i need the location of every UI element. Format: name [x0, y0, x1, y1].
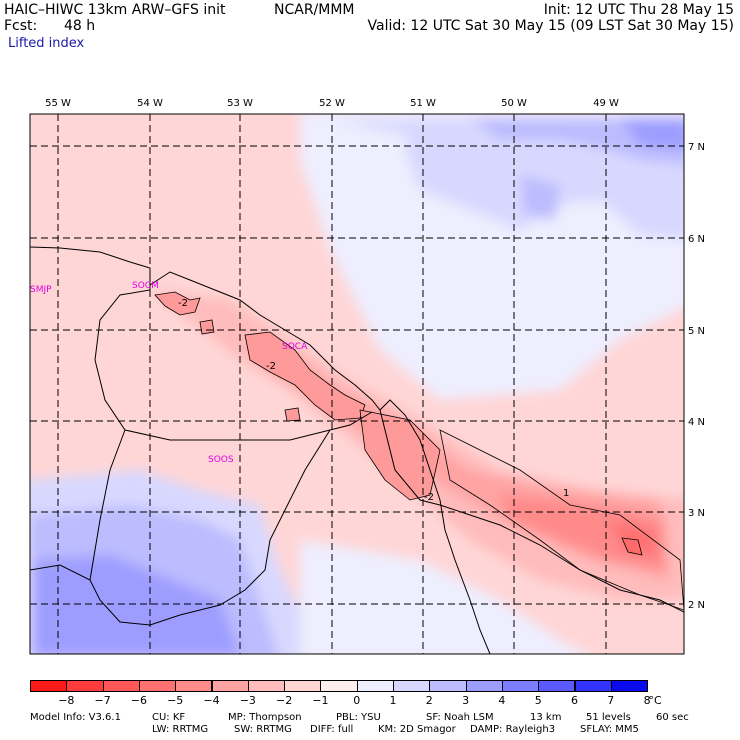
- contour-label: -2: [266, 361, 276, 372]
- station-label: SOCM: [132, 281, 159, 291]
- colorbar-cell: [465, 680, 503, 692]
- colorbar-tick: −4: [203, 694, 220, 707]
- contour-label: -2: [178, 298, 188, 309]
- lon-label: 54 W: [137, 98, 163, 109]
- colorbar-tick: 1: [389, 694, 397, 707]
- colorbar-tick: −5: [167, 694, 184, 707]
- lat-label: 2 N: [688, 600, 705, 611]
- contour-label: 1: [563, 488, 569, 499]
- contour-label-group: -2 -2 -2 1: [178, 298, 569, 503]
- colorbar-cell: [320, 680, 358, 692]
- lon-label: 52 W: [319, 98, 345, 109]
- footer-mp: MP: Thompson: [228, 712, 302, 723]
- colorbar-tick: −7: [94, 694, 111, 707]
- border-east: [379, 409, 684, 613]
- colorbar-tick: 8: [643, 694, 651, 707]
- lon-label: 53 W: [227, 98, 253, 109]
- footer-sw: SW: RRTMG: [234, 724, 292, 735]
- footer-cu: CU: KF: [152, 712, 186, 723]
- lat-label-group: 7 N 6 N 5 N 4 N 3 N 2 N: [688, 142, 705, 611]
- lat-lon-grid: [30, 114, 684, 654]
- station-label: SOCA: [282, 342, 308, 352]
- colorbar-tick: −2: [275, 694, 293, 707]
- contour-label: -2: [424, 492, 434, 503]
- contour-island: [621, 537, 643, 556]
- colorbar-cell: [247, 680, 286, 692]
- footer-levels: 51 levels: [586, 712, 631, 723]
- lifted-index-map: 55 W 54 W 53 W 52 W 51 W 50 W 49 W 7 N 6…: [29, 98, 705, 655]
- footer-sf: SF: Noah LSM: [426, 712, 494, 723]
- colorbar-unit: °C: [648, 694, 662, 707]
- colorbar-tick: 3: [462, 694, 470, 707]
- init-time: Init: 12 UTC Thu 28 May 15: [543, 2, 734, 18]
- lon-label-group: 55 W 54 W 53 W 52 W 51 W 50 W 49 W: [45, 98, 619, 109]
- colorbar-tick: −8: [58, 694, 75, 707]
- fcst-value: 48 h: [64, 18, 96, 34]
- colorbar-tick: −1: [312, 694, 329, 707]
- colorbar-cell: [356, 680, 394, 692]
- footer-pbl: PBL: YSU: [336, 712, 381, 723]
- colorbar-cell: [501, 680, 540, 692]
- colorbar-cell: [284, 680, 322, 692]
- model-title: HAIC–HIWC 13km ARW–GFS init: [4, 2, 226, 18]
- station-label: SOOS: [208, 455, 234, 465]
- colorbar-cell: [30, 680, 68, 692]
- contour-island: [199, 319, 215, 335]
- footer-diff: DIFF: full: [310, 724, 354, 735]
- footer-sflay: SFLAY: MM5: [580, 724, 639, 735]
- lon-label: 50 W: [501, 98, 527, 109]
- colorbar-tick: −6: [130, 694, 147, 707]
- footer-model-info: Model Info: V3.6.1: [30, 712, 121, 723]
- border-west: [89, 429, 126, 581]
- colorbar-tick: 6: [571, 694, 578, 707]
- footer-km: KM: 2D Smagor: [378, 724, 456, 735]
- colorbar-cell: [538, 680, 576, 692]
- valid-time: Valid: 12 UTC Sat 30 May 15 (09 LST Sat …: [367, 18, 734, 34]
- colorbar-tick: 4: [498, 694, 506, 707]
- contour-island: [284, 407, 301, 422]
- colorbar-cell: [393, 680, 431, 692]
- colorbar-tick: 5: [534, 694, 542, 707]
- colorbar-tick: 2: [425, 694, 433, 707]
- lon-label: 55 W: [45, 98, 71, 109]
- colorbar-cell: [102, 680, 140, 692]
- lon-label: 49 W: [593, 98, 619, 109]
- map-frame: [29, 113, 685, 655]
- lat-label: 5 N: [688, 326, 705, 337]
- station-group: SMJP SOCM SOCA SOOS: [30, 281, 308, 465]
- lat-label: 7 N: [688, 142, 705, 153]
- footer-timestep: 60 sec: [656, 712, 689, 723]
- colorbar-tick: 0: [353, 694, 361, 707]
- colorbar-cell: [574, 680, 612, 692]
- footer-lw: LW: RRTMG: [152, 724, 209, 735]
- station-label: SMJP: [30, 285, 52, 295]
- contour-line: [439, 429, 684, 611]
- colorbar-cell: [429, 680, 467, 692]
- org-label: NCAR/MMM: [274, 2, 355, 18]
- lat-label: 6 N: [688, 234, 705, 245]
- colorbar-cell: [610, 680, 649, 692]
- lat-label: 3 N: [688, 508, 705, 519]
- colorbar-tick: −3: [239, 694, 256, 707]
- colorbar-cell: [211, 680, 249, 692]
- lon-label: 51 W: [410, 98, 436, 109]
- colorbar-tick: 7: [607, 694, 615, 707]
- fcst-label: Fcst:: [4, 18, 38, 34]
- contour-island: [359, 409, 441, 501]
- colorbar-cell: [175, 680, 213, 692]
- footer-damp: DAMP: Rayleigh3: [470, 724, 556, 735]
- border-suriname-brazil: [30, 429, 331, 626]
- lat-label: 4 N: [688, 417, 705, 428]
- field-name: Lifted index: [8, 36, 85, 51]
- contour-island: [154, 291, 201, 316]
- colorbar-cell: [138, 680, 177, 692]
- footer-res: 13 km: [530, 712, 562, 723]
- colorbar-cell: [66, 680, 104, 692]
